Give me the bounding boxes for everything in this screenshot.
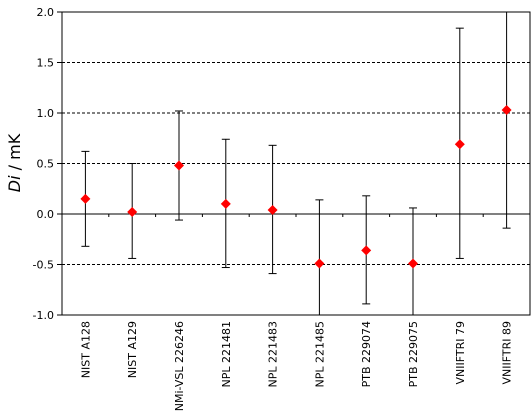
y-axis-label-unit: / mK	[5, 133, 24, 175]
y-axis-label-symbol: Di	[5, 175, 24, 192]
x-tick-label: VNIIFTRI 79	[454, 321, 467, 384]
x-tick-label: NIST A128	[79, 321, 92, 378]
x-tick-label: VNIIFTRI 89	[501, 321, 514, 384]
y-tick-label: -0.5	[33, 259, 54, 272]
x-tick-labels: NIST A128 NIST A129 NMi-VSL 226246 NPL 2214…	[79, 321, 513, 411]
data-point	[267, 204, 278, 215]
x-tick-label: PTB 229074	[360, 321, 373, 387]
data-point	[408, 258, 418, 269]
y-axis-label: Di / mK	[5, 133, 24, 192]
x-tick-label: NMi-VSL 226246	[173, 321, 186, 411]
data-point	[314, 258, 325, 269]
data-points	[80, 104, 512, 269]
data-point	[220, 198, 231, 209]
x-tick-label: NPL 221481	[220, 321, 233, 387]
error-bars	[81, 12, 511, 315]
y-tick-label: -1.0	[33, 309, 54, 322]
y-tick-label: 2.0	[37, 6, 55, 19]
y-tick-label: 0.5	[37, 158, 55, 171]
y-tick-label: 1.5	[37, 57, 55, 70]
axes	[57, 11, 531, 316]
data-point	[80, 193, 91, 204]
data-point	[127, 206, 138, 217]
x-tick-label: NPL 221485	[313, 321, 326, 387]
x-tick-label: PTB 229075	[407, 321, 420, 387]
y-tick-labels: -1.0 -0.5 0.0 0.5 1.0 1.5 2.0	[33, 6, 54, 322]
y-tick-label: 0.0	[37, 208, 55, 221]
y-tick-label: 1.0	[37, 107, 55, 120]
data-point	[174, 160, 184, 171]
x-tick-label: NPL 221483	[267, 321, 280, 387]
grid-lines	[62, 62, 530, 265]
x-tick-label: NIST A129	[126, 321, 139, 378]
data-point	[361, 245, 372, 256]
data-point	[501, 104, 512, 115]
data-point	[454, 139, 465, 150]
